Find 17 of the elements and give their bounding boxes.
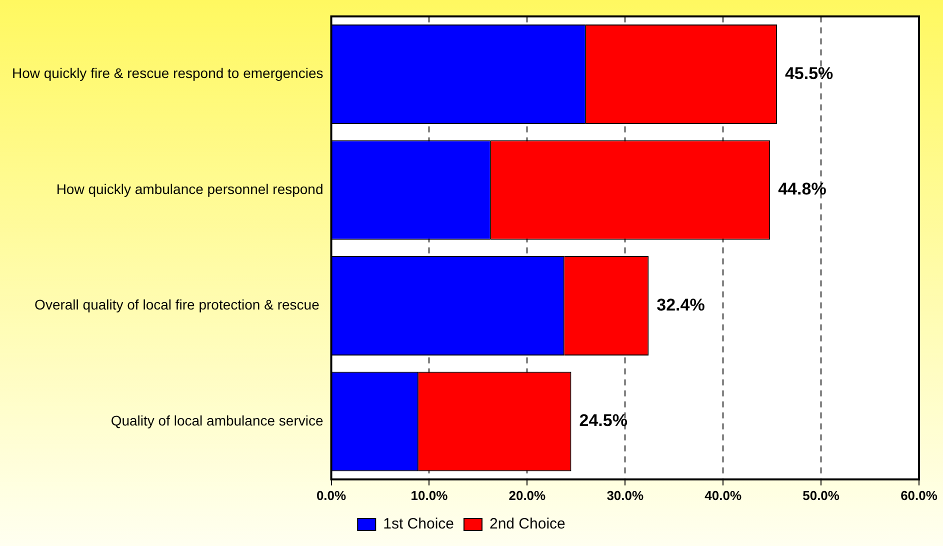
y-tick-label: Overall quality of local fire protection & rescue: [34, 296, 324, 313]
x-tick-label: 10.0%: [410, 488, 448, 503]
x-tick-label: 40.0%: [704, 488, 742, 503]
x-tick-label: 60.0%: [900, 488, 938, 503]
y-tick-label: How quickly fire & rescue respond to emergencies: [12, 65, 324, 82]
total-label: 44.8%: [778, 180, 826, 199]
x-tick-label: 30.0%: [606, 488, 644, 503]
total-label: 32.4%: [656, 295, 705, 314]
x-tick-label: 0.0%: [316, 488, 347, 503]
total-label: 45.5%: [784, 64, 834, 83]
x-tick-label: 20.0%: [508, 488, 546, 503]
total-label: 24.5%: [579, 411, 628, 430]
y-tick-label: Quality of local ambulance service: [110, 412, 324, 428]
x-tick-label: 50.0%: [802, 488, 840, 503]
legend-label: 1st Choice: [383, 516, 454, 533]
legend-label: 2nd Choice: [489, 516, 566, 533]
y-tick-label: How quickly ambulance personnel respond: [56, 180, 324, 197]
